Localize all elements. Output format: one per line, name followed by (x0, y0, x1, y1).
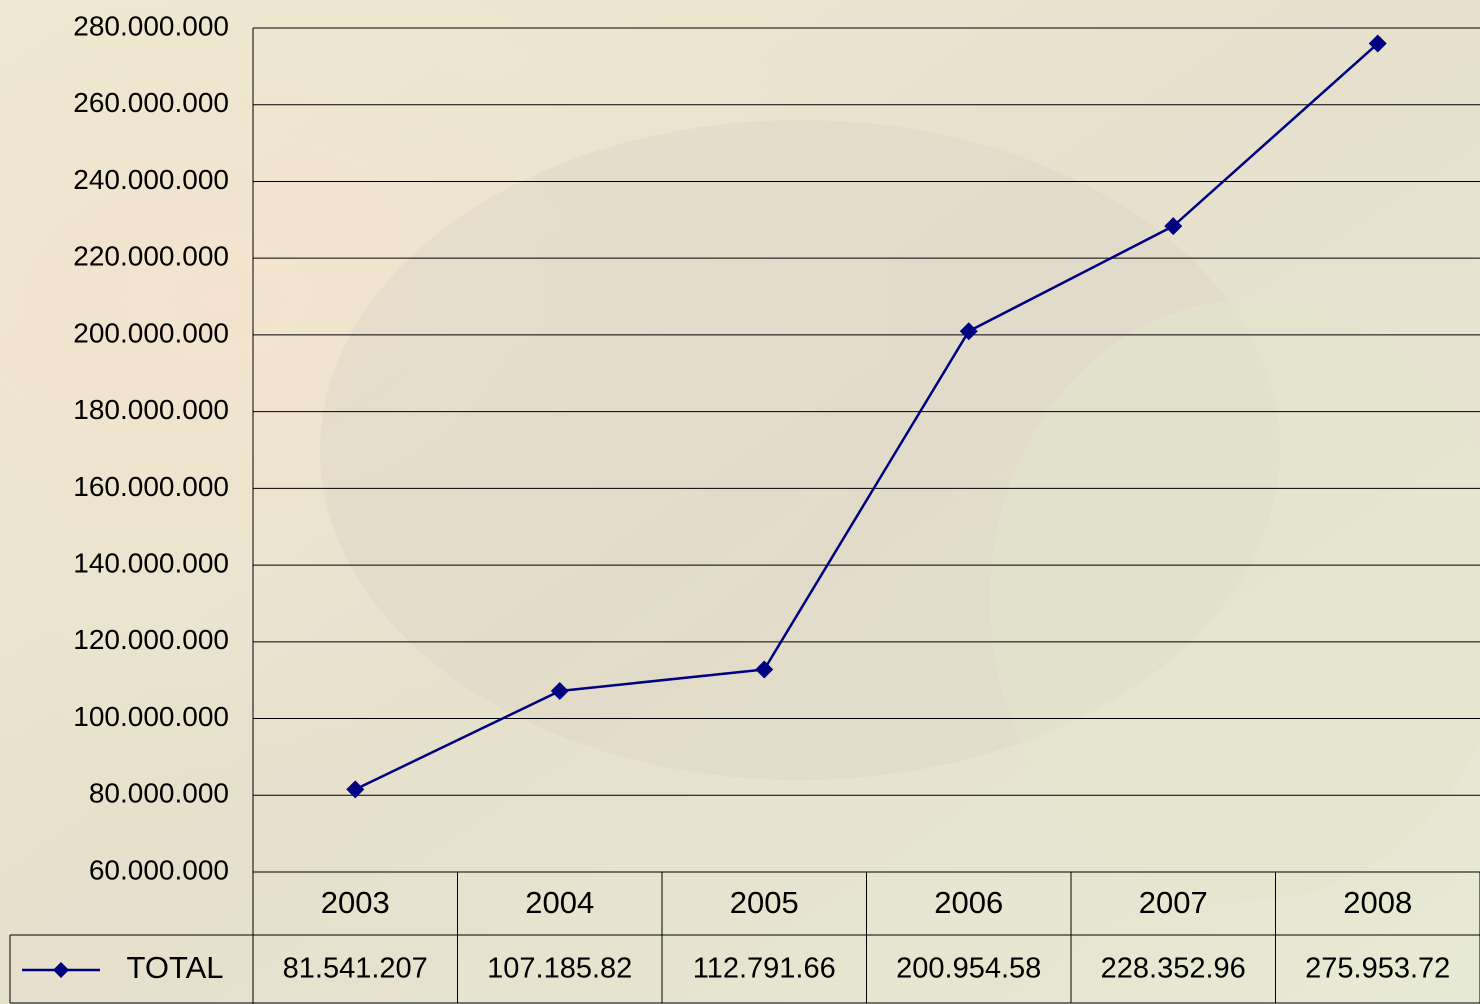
legend-marker (53, 962, 69, 978)
table-value: 81.541.207 (283, 953, 428, 985)
y-tick-label: 80.000.000 (89, 778, 229, 809)
x-tick-label: 2006 (934, 885, 1003, 920)
table-value: 112.791.66 (693, 953, 836, 985)
x-tick-label: 2005 (730, 885, 799, 920)
x-tick-label: 2008 (1343, 885, 1412, 920)
data-point (1368, 34, 1387, 53)
x-tick-label: 2003 (321, 885, 390, 920)
y-tick-label: 200.000.000 (73, 317, 229, 348)
y-tick-label: 160.000.000 (73, 471, 229, 502)
x-tick-label: 2004 (525, 885, 594, 920)
x-tick-label: 2007 (1139, 885, 1208, 920)
y-tick-label: 100.000.000 (73, 701, 229, 732)
legend-label: TOTAL (126, 950, 223, 985)
table-value: 275.953.72 (1305, 953, 1450, 985)
y-tick-label: 220.000.000 (73, 241, 229, 272)
y-tick-label: 60.000.000 (89, 854, 229, 885)
data-point (959, 322, 978, 341)
background-shape (990, 300, 1480, 900)
table-value: 107.185.82 (487, 953, 632, 985)
data-point (346, 780, 365, 799)
y-tick-label: 280.000.000 (73, 10, 229, 41)
y-tick-label: 140.000.000 (73, 547, 229, 578)
data-line (354, 42, 1379, 791)
table-value: 200.954.58 (896, 953, 1041, 985)
y-tick-label: 120.000.000 (73, 624, 229, 655)
data-point (1164, 217, 1183, 236)
data-point (550, 681, 569, 700)
data-point (755, 660, 774, 679)
y-tick-label: 240.000.000 (73, 164, 229, 195)
y-tick-label: 180.000.000 (73, 394, 229, 425)
table-value: 228.352.96 (1101, 953, 1246, 985)
y-tick-label: 260.000.000 (73, 87, 229, 118)
